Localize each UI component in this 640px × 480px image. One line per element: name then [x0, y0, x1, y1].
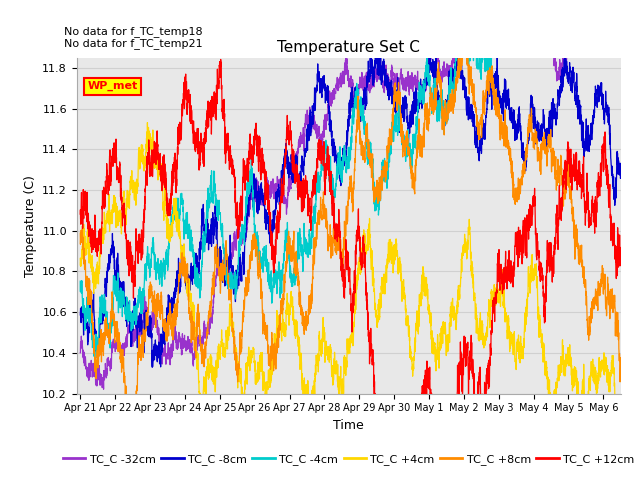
TC_C -4cm: [228, 275, 236, 281]
TC_C -32cm: [413, 81, 420, 87]
TC_C -4cm: [193, 283, 200, 289]
TC_C -4cm: [403, 145, 411, 151]
TC_C -4cm: [413, 131, 420, 136]
TC_C +4cm: [228, 316, 236, 322]
TC_C +8cm: [76, 230, 84, 236]
Line: TC_C +8cm: TC_C +8cm: [80, 26, 621, 432]
TC_C +12cm: [228, 153, 236, 158]
TC_C -8cm: [367, 47, 374, 53]
TC_C -8cm: [617, 168, 625, 174]
TC_C +12cm: [617, 256, 625, 262]
TC_C -32cm: [100, 386, 108, 392]
Text: No data for f_TC_temp21: No data for f_TC_temp21: [64, 38, 203, 49]
TC_C -32cm: [76, 350, 84, 356]
TC_C +12cm: [403, 444, 411, 450]
TC_C -32cm: [228, 257, 236, 263]
TC_C +4cm: [617, 438, 625, 444]
TC_C -8cm: [228, 265, 236, 271]
TC_C -32cm: [403, 83, 411, 89]
Line: TC_C -32cm: TC_C -32cm: [80, 0, 621, 389]
TC_C +8cm: [193, 337, 200, 343]
Line: TC_C +12cm: TC_C +12cm: [80, 60, 621, 480]
TC_C -8cm: [404, 113, 412, 119]
Text: No data for f_TC_temp18: No data for f_TC_temp18: [64, 26, 203, 37]
TC_C -4cm: [94, 358, 102, 363]
Line: TC_C -4cm: TC_C -4cm: [80, 0, 621, 360]
TC_C +8cm: [617, 360, 625, 366]
X-axis label: Time: Time: [333, 419, 364, 432]
TC_C +4cm: [143, 120, 151, 125]
TC_C +4cm: [403, 318, 411, 324]
TC_C +12cm: [192, 142, 200, 148]
Line: TC_C +4cm: TC_C +4cm: [80, 122, 621, 444]
TC_C +4cm: [566, 349, 573, 355]
TC_C -8cm: [566, 69, 573, 75]
TC_C -4cm: [76, 278, 84, 284]
Y-axis label: Temperature (C): Temperature (C): [24, 175, 36, 276]
TC_C +4cm: [76, 256, 84, 262]
TC_C +8cm: [128, 430, 136, 435]
TC_C +12cm: [217, 57, 225, 62]
TC_C +4cm: [616, 442, 623, 447]
TC_C +12cm: [76, 211, 84, 217]
TC_C -8cm: [76, 312, 84, 318]
TC_C +4cm: [193, 348, 200, 354]
TC_C +12cm: [413, 460, 420, 466]
TC_C +4cm: [413, 324, 420, 330]
TC_C -8cm: [193, 258, 200, 264]
Title: Temperature Set C: Temperature Set C: [277, 40, 420, 55]
TC_C -32cm: [566, 34, 573, 39]
Line: TC_C -8cm: TC_C -8cm: [80, 50, 621, 367]
TC_C -32cm: [193, 342, 200, 348]
TC_C +8cm: [566, 184, 573, 190]
TC_C +8cm: [403, 133, 411, 139]
TC_C +12cm: [566, 170, 573, 176]
Text: WP_met: WP_met: [88, 81, 138, 91]
TC_C -8cm: [413, 104, 420, 110]
TC_C +8cm: [460, 24, 468, 29]
TC_C +12cm: [617, 248, 625, 254]
TC_C -8cm: [617, 163, 625, 169]
Legend: TC_C -32cm, TC_C -8cm, TC_C -4cm, TC_C +4cm, TC_C +8cm, TC_C +12cm: TC_C -32cm, TC_C -8cm, TC_C -4cm, TC_C +…: [59, 450, 639, 469]
TC_C +8cm: [617, 367, 625, 372]
TC_C +8cm: [228, 299, 236, 304]
TC_C +4cm: [617, 441, 625, 446]
TC_C -8cm: [148, 364, 156, 370]
TC_C +8cm: [413, 145, 420, 151]
